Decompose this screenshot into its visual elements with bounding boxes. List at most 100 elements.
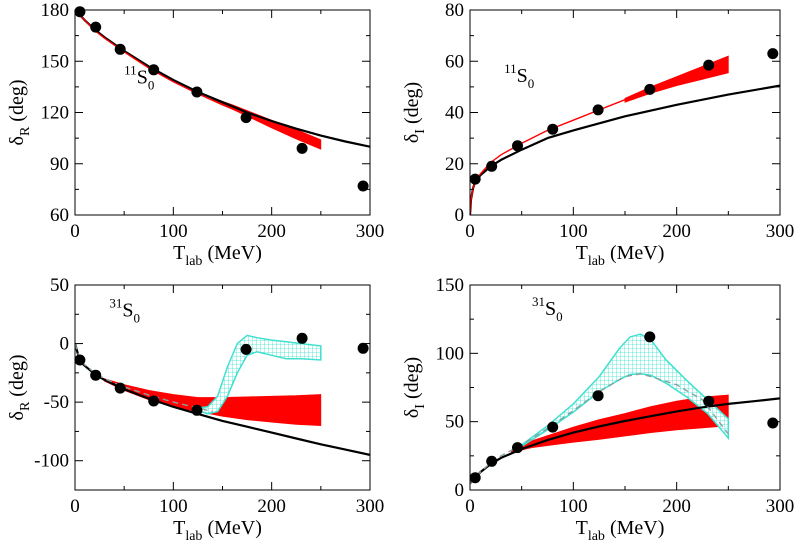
y-tick-label: 150	[41, 51, 70, 72]
data-point	[486, 455, 498, 467]
x-tick-label: 0	[465, 221, 475, 242]
y-tick-label: 90	[50, 154, 69, 175]
panel-top-left: 0 100 200 300 60 90 120 150 180 Tlab (MeV) δR (deg…	[6, 0, 384, 269]
x-axis-label: Tlab (MeV)	[173, 242, 262, 269]
data-point	[114, 43, 126, 55]
y-tick-label: 0	[455, 205, 465, 226]
y-tick-label: 50	[445, 412, 464, 433]
red-curve	[470, 60, 729, 215]
y-tick-label: 60	[445, 51, 464, 72]
y-tick-label: 40	[445, 103, 464, 124]
x-tick-label: 200	[662, 221, 691, 242]
data-point	[90, 369, 102, 381]
annotation-sub: 0	[148, 77, 155, 92]
x-tick-label: 200	[257, 496, 286, 517]
x-axis-label: Tlab (MeV)	[576, 517, 665, 544]
annotation-main: S	[517, 65, 528, 87]
x-axis-label-main: T	[173, 242, 185, 264]
x-axis-label-unit: (MeV)	[605, 242, 664, 264]
data-point	[767, 417, 779, 429]
y-axis-label-unit: (deg)	[6, 80, 28, 127]
data-point	[90, 21, 102, 33]
x-tick-label: 100	[159, 221, 188, 242]
y-axis-label-sub: R	[18, 126, 33, 136]
data-point	[191, 404, 203, 416]
annotation-sub: 0	[556, 309, 563, 324]
data-point	[240, 112, 252, 124]
y-axis-label: δI (deg)	[401, 357, 428, 418]
y-tick-label: -100	[34, 451, 69, 472]
x-axis-label-sub: lab	[588, 529, 605, 544]
annotation-main: S	[122, 300, 133, 322]
y-tick-label: 120	[41, 103, 70, 124]
black-curve	[75, 10, 370, 148]
black-curve	[75, 343, 370, 456]
y-tick-label: 150	[436, 275, 465, 296]
data-point	[114, 382, 126, 394]
data-point	[547, 421, 559, 433]
x-axis-label-sub: lab	[588, 254, 605, 269]
data-point	[148, 395, 160, 407]
data-point	[703, 395, 715, 407]
x-axis-label-main: T	[576, 242, 588, 264]
y-tick-label: 20	[445, 154, 464, 175]
data-point	[703, 59, 715, 71]
x-tick-label: 300	[356, 496, 385, 517]
plot-area	[470, 333, 780, 484]
y-axis-label-sub: R	[18, 401, 33, 411]
x-axis-label-unit: (MeV)	[202, 242, 261, 264]
panel-bottom-left: 0 100 200 300 -100 -50 0 50 Tlab (MeV) δR (deg) 31…	[6, 275, 384, 544]
x-tick-label: 200	[662, 496, 691, 517]
plot-frame	[469, 284, 781, 491]
y-axis-label: δI (deg)	[401, 82, 428, 143]
annotation-sup: 31	[532, 294, 545, 309]
data-point	[74, 354, 86, 366]
data-point	[357, 342, 369, 354]
x-axis-label-unit: (MeV)	[605, 517, 664, 539]
y-tick-label: 100	[436, 343, 465, 364]
y-axis-label-main: δ	[6, 136, 28, 145]
annotation-sup: 31	[109, 296, 122, 311]
panel-top-right: 0 100 200 300 0 20 40 60 80 Tlab (MeV) δI (deg) 11S…	[401, 0, 794, 269]
plot-frame	[469, 9, 781, 216]
x-tick-label: 300	[766, 496, 795, 517]
annotation-main: S	[137, 66, 148, 88]
x-axis-label-main: T	[576, 517, 588, 539]
y-axis-label-unit: (deg)	[401, 357, 423, 404]
y-tick-label: 60	[50, 205, 69, 226]
black-curve	[470, 397, 780, 484]
x-tick-label: 200	[257, 221, 286, 242]
y-axis-label-main: δ	[401, 134, 423, 143]
y-axis-label-sub: I	[413, 404, 428, 409]
x-tick-label: 100	[159, 496, 188, 517]
y-axis-label-main: δ	[6, 411, 28, 420]
data-point	[148, 64, 160, 76]
y-axis-label-unit: (deg)	[6, 355, 28, 402]
y-axis-label-sub: I	[413, 129, 428, 134]
state-annotation: 31S0	[109, 296, 140, 326]
plot-frame	[74, 9, 371, 216]
data-point	[296, 142, 308, 154]
x-tick-label: 300	[356, 221, 385, 242]
data-point	[592, 104, 604, 116]
y-tick-label: 50	[50, 275, 69, 296]
data-point	[512, 442, 523, 454]
x-axis-label: Tlab (MeV)	[173, 517, 262, 544]
red-curve	[75, 10, 322, 144]
y-tick-label: 80	[445, 0, 464, 21]
state-annotation: 11S0	[504, 61, 534, 91]
data-point	[644, 83, 656, 95]
annotation-sub: 0	[134, 311, 141, 326]
x-axis-label-unit: (MeV)	[202, 517, 261, 539]
y-tick-label: -50	[44, 392, 69, 413]
cyan-hatched-band	[197, 334, 322, 415]
x-tick-label: 100	[559, 496, 588, 517]
data-point	[469, 472, 481, 484]
data-point	[469, 173, 481, 185]
data-point	[191, 86, 203, 98]
panel-bottom-right: 0 100 200 300 0 50 100 150 Tlab (MeV) δI (deg) 31S…	[401, 275, 794, 544]
annotation-sup: 11	[124, 62, 137, 77]
data-point	[486, 160, 498, 172]
data-point	[644, 331, 656, 343]
